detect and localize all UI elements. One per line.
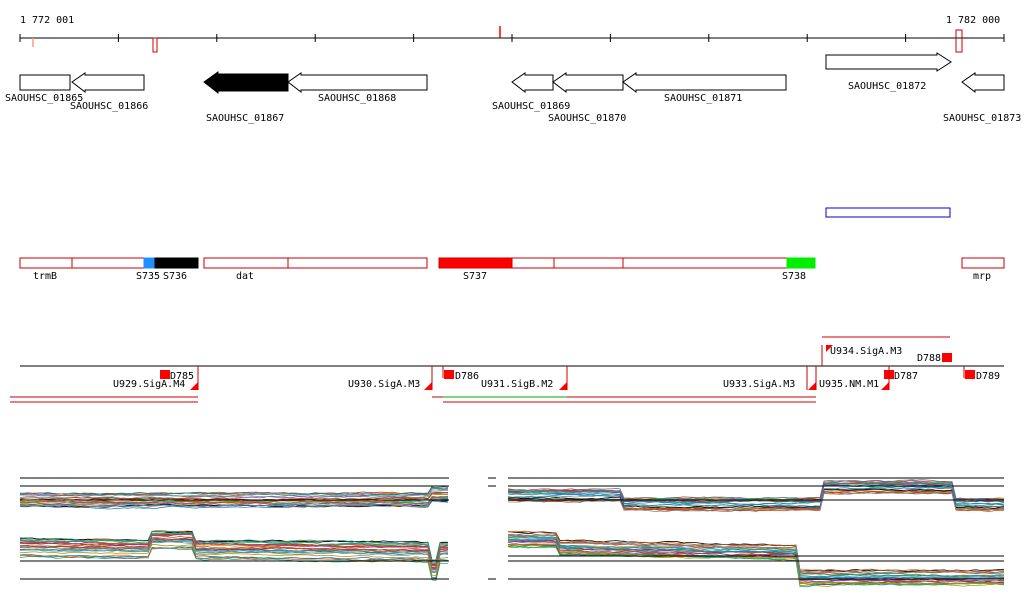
gene-label: SAOUHSC_01872 (848, 81, 926, 92)
expression-profile-line (507, 538, 1005, 580)
transcript-track: D785 U929.SigA.M4 U930.SigA.M3 D786 U931… (10, 336, 1004, 403)
segment-box[interactable] (287, 257, 428, 269)
transcript-label: D788 (917, 353, 941, 364)
expression-profile-line (507, 545, 1005, 586)
segment-label: S735 (136, 271, 160, 282)
marker-D789[interactable] (965, 370, 975, 379)
marker-D785[interactable] (160, 370, 170, 379)
expression-profile-line (19, 543, 449, 576)
expression-profile-line (19, 541, 449, 573)
transcript-label: D786 (455, 371, 479, 382)
ruler-start-label: 1 772 001 (20, 15, 74, 26)
segment-label: S738 (782, 271, 806, 282)
gene-saouhsc-01867[interactable]: SAOUHSC_01867 (203, 71, 289, 124)
segment-box[interactable] (553, 257, 624, 269)
segment-mrp[interactable] (961, 257, 1005, 269)
expression-profile-line (19, 539, 449, 571)
segment-label: dat (236, 271, 254, 282)
expression-profile-line (19, 535, 449, 568)
marker-D788[interactable] (942, 353, 952, 362)
gene-label: SAOUHSC_01865 (5, 93, 83, 104)
gene-saouhsc-01865[interactable]: SAOUHSC_01865 (5, 74, 83, 104)
gene-label: SAOUHSC_01866 (70, 101, 148, 112)
gene-saouhsc-01868[interactable]: SAOUHSC_01868 (287, 72, 428, 104)
gene-saouhsc-01871[interactable]: SAOUHSC_01871 (622, 72, 787, 104)
gene-saouhsc-01872[interactable]: SAOUHSC_01872 (825, 52, 952, 92)
gene-saouhsc-01870[interactable]: SAOUHSC_01870 (548, 72, 626, 124)
expression-profile-line (19, 489, 448, 500)
expression-profile-line (19, 533, 449, 566)
segment-S738[interactable] (786, 257, 816, 269)
expression-profile-line (19, 492, 449, 502)
expression-profile-line (507, 543, 1005, 585)
segment-track (19, 257, 1005, 269)
segment-box[interactable] (71, 257, 145, 269)
expression-profile-line (507, 479, 1005, 500)
segment-label: trmB (33, 271, 57, 282)
expression-profile-line (19, 498, 449, 508)
transcript-label: U934.SigA.M3 (830, 346, 902, 357)
gene-saouhsc-01873[interactable]: SAOUHSC_01873 (943, 72, 1021, 124)
expression-profile-line (507, 539, 1005, 581)
gene-label: SAOUHSC_01871 (664, 93, 742, 104)
transcript-label: U931.SigB.M2 (481, 379, 553, 390)
gene-label: SAOUHSC_01870 (548, 113, 626, 124)
segment-S735[interactable] (143, 257, 156, 269)
expression-profiles (19, 477, 1005, 588)
expression-profile-line (507, 533, 1005, 575)
expression-profile-line (507, 536, 1005, 578)
transcript-label: U933.SigA.M3 (723, 379, 795, 390)
segment-label: S736 (163, 271, 187, 282)
expression-profile-line (507, 540, 1005, 583)
segment-label: mrp (973, 271, 991, 282)
expression-profile-line (19, 531, 449, 563)
transcript-label: D785 (170, 371, 194, 382)
transcript-label: D787 (894, 371, 918, 382)
expression-profile-line (19, 546, 449, 579)
expression-profile-line (507, 488, 1005, 509)
ruler-end-label: 1 782 000 (946, 15, 1000, 26)
gene-label: SAOUHSC_01867 (206, 113, 284, 124)
segment-labels: trmB S735 S736 dat S737 S738 mrp (33, 271, 991, 282)
segment-box[interactable] (622, 257, 788, 269)
transcript-label: U930.SigA.M3 (348, 379, 420, 390)
expression-profile-line (508, 491, 1005, 513)
marker-D786[interactable] (444, 370, 454, 379)
expression-profile-line (19, 493, 448, 504)
gene-saouhsc-01866[interactable]: SAOUHSC_01866 (70, 72, 148, 112)
expression-profile-line (507, 486, 1005, 507)
expression-profile-line (19, 530, 448, 562)
expression-profile-line (507, 530, 1005, 572)
gene-track: SAOUHSC_01865 SAOUHSC_01866 SAOUHSC_0186… (5, 52, 1021, 124)
segment-S736[interactable] (154, 257, 199, 269)
prediction-box[interactable] (825, 207, 951, 218)
expression-profile-line (19, 533, 449, 566)
transcript-label: D789 (976, 371, 1000, 382)
segment-label: S737 (463, 271, 487, 282)
segment-trmB[interactable] (19, 257, 73, 269)
segment-dat[interactable] (203, 257, 289, 269)
transcript-label: U935.NM.M1 (819, 379, 879, 390)
expression-profile-line (19, 486, 449, 497)
segment-box[interactable] (511, 257, 555, 269)
coordinate-ruler: 1 772 001 1 782 000 (19, 15, 1005, 53)
gene-label: SAOUHSC_01873 (943, 113, 1021, 124)
expression-profile-line (19, 499, 449, 508)
expression-profile-line (19, 488, 449, 497)
gene-label: SAOUHSC_01868 (318, 93, 396, 104)
expression-profile-line (19, 485, 449, 496)
transcript-label: U929.SigA.M4 (113, 379, 185, 390)
segment-S737[interactable] (438, 257, 513, 269)
gene-label: SAOUHSC_01869 (492, 101, 570, 112)
